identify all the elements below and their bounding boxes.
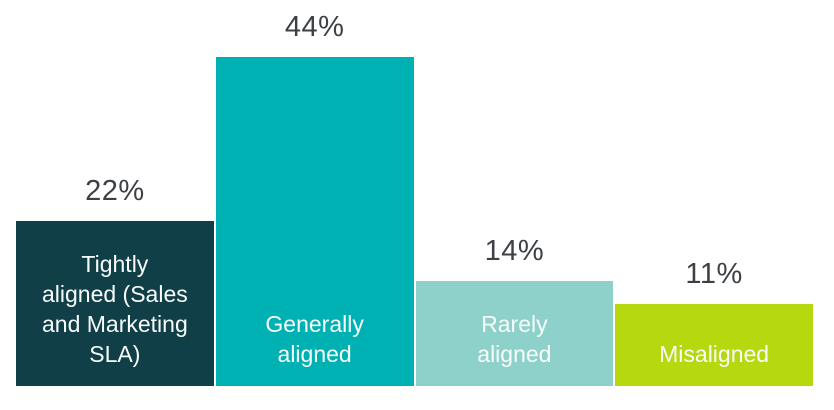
bar-category-label: Misaligned <box>659 341 770 367</box>
bar-rarely-aligned: Rarely aligned <box>415 281 614 386</box>
value-label: 22% <box>85 175 145 207</box>
value-label: 14% <box>484 235 545 267</box>
bar-column-generally-aligned: 44% Generally aligned <box>215 11 414 386</box>
bar-column-tightly-aligned-sales-and-marketing-sla: 22% Tightly aligned (Sales and Marketing … <box>16 175 214 386</box>
bar-column-rarely-aligned: 14% Rarely aligned <box>415 235 614 386</box>
bar-generally-aligned: Generally aligned <box>215 57 414 386</box>
bar-tightly-aligned-sales-and-marketing-sla: Tightly aligned (Sales and Marketing SLA… <box>16 221 214 386</box>
bar-category-label: Tightly aligned (Sales and Marketing SLA… <box>41 251 188 367</box>
bar-column-misaligned: 11% Misaligned <box>615 258 813 386</box>
value-label: 11% <box>685 258 743 290</box>
bar-category-label: Rarely aligned <box>477 311 552 367</box>
bar-misaligned: Misaligned <box>615 304 813 386</box>
bar-chart-plot-area: 22% Tightly aligned (Sales and Marketing … <box>16 0 813 386</box>
bar-category-label: Generally aligned <box>265 311 364 367</box>
value-label: 44% <box>284 11 345 43</box>
